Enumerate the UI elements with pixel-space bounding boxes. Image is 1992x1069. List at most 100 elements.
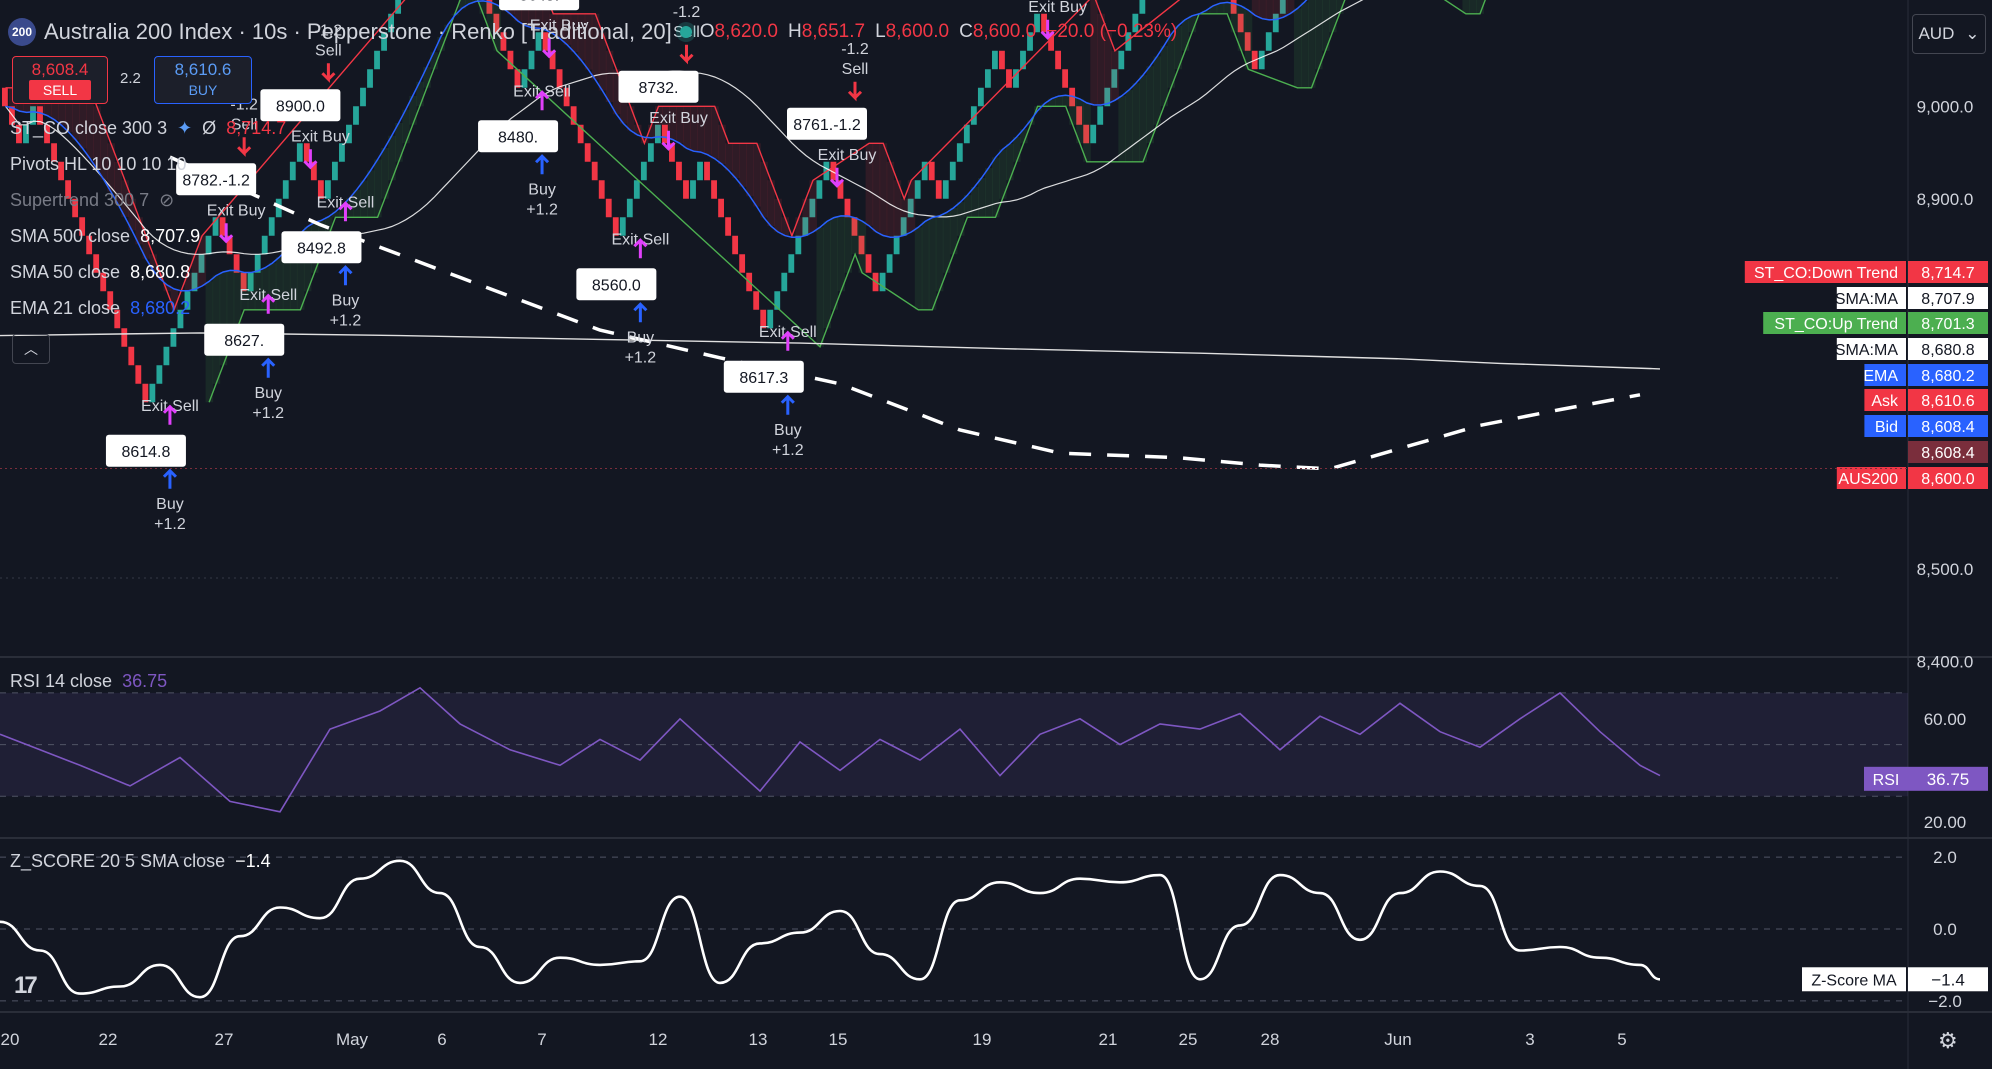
renko-brick <box>303 143 310 162</box>
zscore-tick-label: 0.0 <box>1933 920 1957 939</box>
renko-brick <box>184 291 191 310</box>
pivot-low-label: 8492.8 <box>281 231 362 264</box>
supertrend-fill <box>528 0 537 28</box>
average-icon: Ø <box>202 118 217 138</box>
renko-brick <box>493 13 500 33</box>
hidden-eye-icon[interactable]: ⊘ <box>159 190 175 210</box>
supertrend-fill <box>416 81 424 107</box>
symbol-badge[interactable]: 200 <box>8 18 36 46</box>
gear-icon[interactable]: ⚙ <box>1938 1028 1958 1053</box>
legend-zscore[interactable]: Z_SCORE 20 5 SMA close −1.4 <box>10 851 271 872</box>
legend-st-co[interactable]: ST_CO close 300 3 ✦ Ø 8,714.7 <box>10 118 286 139</box>
supertrend-fill <box>1146 66 1154 144</box>
legend-supertrend[interactable]: Supertrend 300 7 ⊘ <box>10 190 174 211</box>
supertrend-fill <box>1216 3 1225 14</box>
ohlc-low-key: L <box>875 21 886 42</box>
signal-label: Buy <box>254 385 282 402</box>
renko-brick <box>1244 32 1251 51</box>
supertrend-fill <box>669 106 677 140</box>
renko-brick <box>669 143 675 162</box>
exit-arrow-icon <box>261 293 276 314</box>
renko-brick <box>226 235 233 255</box>
legend-ema21[interactable]: EMA 21 close 8,680.2 <box>10 298 190 319</box>
supertrend-fill <box>1153 56 1162 125</box>
renko-brick <box>809 198 816 218</box>
pivot-text: 8617.3 <box>739 370 788 387</box>
renko-brick <box>984 69 991 88</box>
renko-brick <box>865 254 872 273</box>
supertrend-fill <box>1041 103 1049 107</box>
supertrend-fill <box>395 122 403 162</box>
supertrend-fill <box>956 202 965 236</box>
renko-bricks <box>2 0 1286 403</box>
renko-brick <box>942 180 949 199</box>
ohlc-change: −20.0 (−0.23%) <box>1046 21 1178 42</box>
supertrend-fill <box>430 52 438 70</box>
signal-value: +1.2 <box>154 516 186 533</box>
renko-brick <box>879 272 886 292</box>
renko-brick <box>521 69 528 88</box>
chart-title[interactable]: Australia 200 Index · 10s · Pepperstone … <box>44 19 672 44</box>
supertrend-fill <box>858 221 867 273</box>
buy-button[interactable]: 8,610.6 BUY <box>154 56 252 104</box>
supertrend-fill <box>1125 90 1133 162</box>
renko-brick <box>549 50 556 70</box>
supertrend-fill <box>690 106 698 152</box>
legend-rsi[interactable]: RSI 14 close 36.75 <box>10 671 167 692</box>
x-tick-label: 7 <box>537 1030 546 1049</box>
supertrend-fill <box>374 159 382 218</box>
supertrend-fill <box>1322 0 1330 51</box>
renko-brick <box>16 124 22 144</box>
legend-sma500[interactable]: SMA 500 close 8,707.9 <box>10 226 200 247</box>
supertrend-fill <box>233 270 242 329</box>
exit-arrow-icon <box>780 330 795 351</box>
supertrend-fill <box>1469 0 1477 14</box>
rsi-tick-label: 60.00 <box>1924 710 1967 729</box>
price-tag: AUS200 8,600.0 <box>1836 467 1988 489</box>
exit-arrow-icon <box>542 38 557 59</box>
supertrend-fill <box>1293 8 1302 88</box>
collapse-legend-button[interactable]: ︿ <box>12 334 50 364</box>
signal-label: Exit Buy <box>1028 0 1087 16</box>
tradingview-logo[interactable]: 17 <box>14 972 38 999</box>
rsi-tag-label: RSI <box>1873 772 1900 789</box>
pivot-high-label: 8645. <box>499 0 580 11</box>
renko-brick <box>816 180 823 199</box>
supertrend-fill <box>725 143 733 171</box>
price-tag-label-bg <box>1836 467 1906 489</box>
price-tag: EMA 8,680.2 <box>1863 364 1988 386</box>
renko-brick <box>324 180 331 199</box>
supertrend-fill <box>865 143 874 226</box>
price-tag: SMA:MA 8,707.9 <box>1835 287 1988 309</box>
supertrend-fill <box>296 233 305 310</box>
supertrend-fill <box>921 221 930 310</box>
supertrend-fill <box>774 198 782 232</box>
supertrend-fill <box>142 235 150 259</box>
ohlc-values: O8,620.0 H8,651.7 L8,600.0 C8,600.0 −20.… <box>700 21 1177 43</box>
supertrend-fill <box>1188 15 1197 33</box>
supertrend-fill <box>640 137 649 144</box>
renko-brick <box>360 87 366 107</box>
supertrend-fill <box>149 254 157 271</box>
renko-brick <box>339 143 345 162</box>
supertrend-fill <box>549 13 558 34</box>
renko-brick <box>774 291 781 310</box>
legend-pivots[interactable]: Pivots HL 10 10 10 10 <box>10 154 186 175</box>
supertrend-fill <box>563 13 572 45</box>
price-tag-value-bg <box>1908 467 1988 489</box>
currency-button[interactable]: AUD ⌄ <box>1912 14 1986 54</box>
renko-brick <box>44 124 50 144</box>
buy-arrow-icon <box>162 468 177 489</box>
sell-button[interactable]: 8,608.4 SELL <box>12 56 108 104</box>
supertrend-fill <box>619 87 628 124</box>
renko-brick <box>718 198 724 218</box>
legend-sma50[interactable]: SMA 50 close 8,680.8 <box>10 262 190 283</box>
x-tick-label: 3 <box>1525 1030 1534 1049</box>
renko-brick <box>107 291 114 310</box>
ema21-line <box>5 0 1308 292</box>
supertrend-fill <box>626 106 635 131</box>
renko-brick <box>697 161 703 181</box>
renko-brick <box>556 69 563 88</box>
